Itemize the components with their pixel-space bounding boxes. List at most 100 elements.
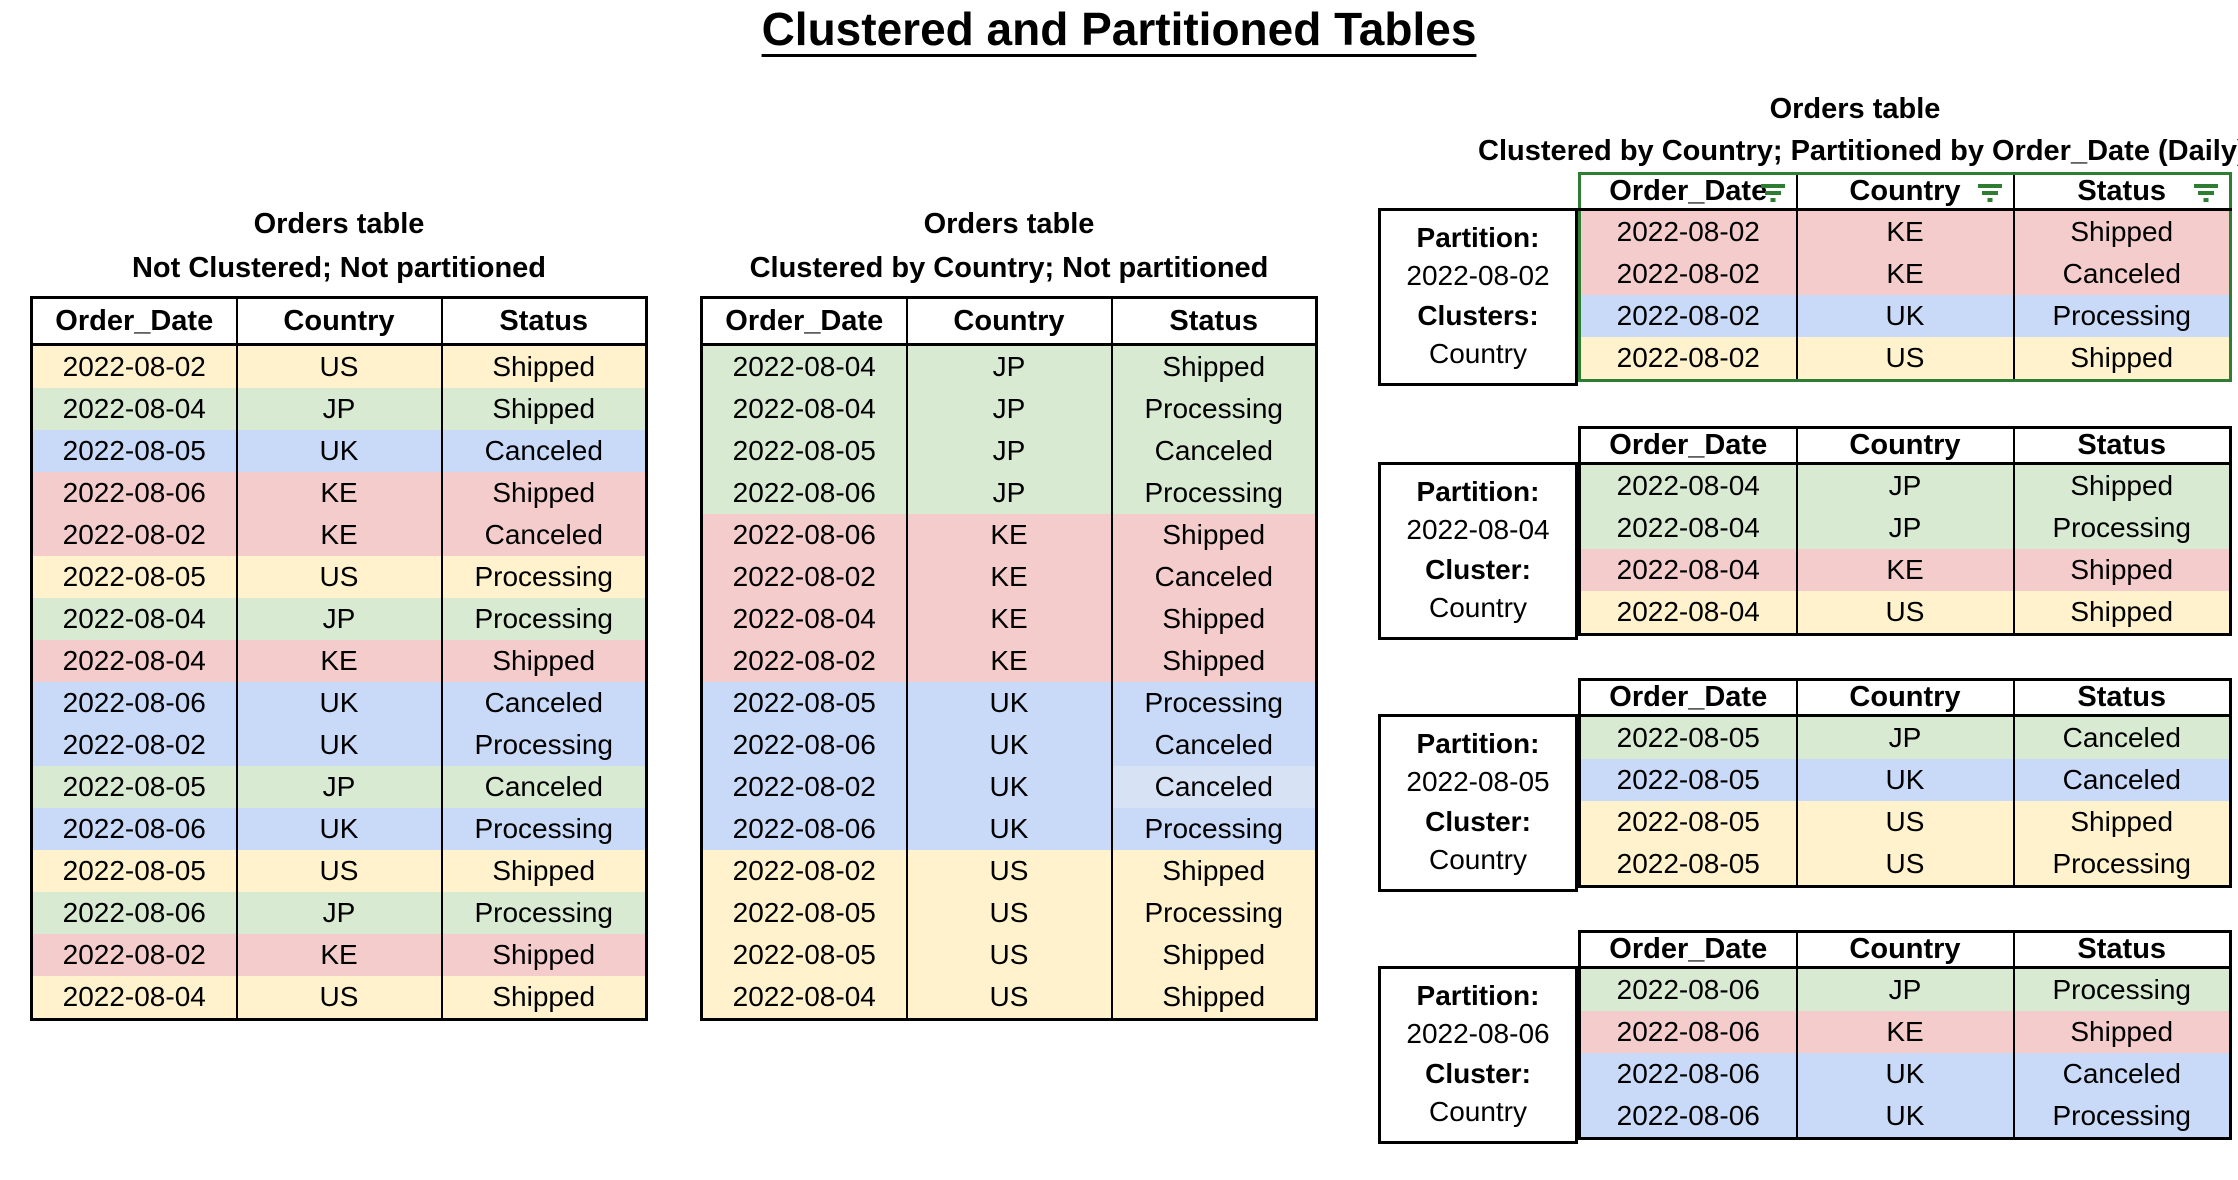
cell-country: UK: [235, 808, 442, 850]
cell-country: UK: [905, 766, 1112, 808]
cell-country: US: [235, 556, 442, 598]
right-group-heading: Orders table Clustered by Country; Parti…: [1478, 88, 2238, 172]
column-header-order-date: Order_Date: [1579, 931, 1797, 969]
cell-country: JP: [905, 472, 1112, 514]
partition-info-group: Partition: 2022-08-05: [1383, 725, 1573, 801]
cell-country: JP: [905, 388, 1112, 430]
table-row: 2022-08-05 US Shipped: [1579, 801, 2231, 843]
cell-order-date: 2022-08-06: [701, 724, 907, 766]
cell-country: UK: [905, 808, 1112, 850]
cell-status: Processing: [2012, 507, 2231, 549]
table-row: 2022-08-04 JP Processing: [1579, 507, 2231, 549]
cell-order-date: 2022-08-02: [31, 724, 237, 766]
header-row: Order_Date Country Status: [1579, 931, 2231, 969]
header-row: Order_Date Country Status: [701, 297, 1317, 346]
table-row: 2022-08-06 UK Canceled: [701, 724, 1317, 766]
cell-status: Shipped: [440, 850, 647, 892]
filter-icon: [2193, 181, 2219, 203]
cell-status: Shipped: [1110, 598, 1317, 640]
cell-status: Processing: [440, 892, 647, 934]
cell-order-date: 2022-08-02: [31, 344, 237, 388]
cell-status: Shipped: [440, 976, 647, 1020]
cell-status: Processing: [1110, 472, 1317, 514]
cell-order-date: 2022-08-05: [1579, 801, 1797, 843]
cell-country: KE: [1795, 253, 2014, 295]
cell-order-date: 2022-08-02: [1579, 295, 1797, 337]
table-row: 2022-08-02 UK Processing: [31, 724, 647, 766]
table-row: 2022-08-05 US Processing: [701, 892, 1317, 934]
partition-block-2022-08-05: Partition: 2022-08-05 Cluster: Country O…: [1378, 678, 2232, 892]
column-header-order-date: Order_Date: [1579, 427, 1797, 465]
cell-order-date: 2022-08-02: [701, 640, 907, 682]
column-header-country: Country: [905, 297, 1112, 346]
middle-table-subtitle: Clustered by Country; Not partitioned: [749, 252, 1269, 284]
cell-country: JP: [235, 598, 442, 640]
cell-status: Canceled: [440, 682, 647, 724]
cell-status: Shipped: [440, 472, 647, 514]
cell-order-date: 2022-08-05: [1579, 759, 1797, 801]
cluster-info-group: Cluster: Country: [1383, 551, 1573, 627]
orders-table-clustered: Order_Date Country Status 2022-08-04 JP Shipp…: [700, 296, 1318, 1021]
table-row: 2022-08-06 JP Processing: [701, 472, 1317, 514]
column-header-label: Country: [1849, 175, 1961, 207]
cell-order-date: 2022-08-02: [701, 766, 907, 808]
column-header-label: Order_Date: [1609, 933, 1768, 965]
table-row: 2022-08-04 JP Processing: [701, 388, 1317, 430]
cell-order-date: 2022-08-04: [31, 976, 237, 1020]
column-header-label: Status: [499, 304, 589, 337]
cell-order-date: 2022-08-04: [31, 640, 237, 682]
cell-status: Shipped: [1110, 514, 1317, 556]
cell-status: Processing: [2012, 843, 2231, 887]
column-header-order-date: Order_Date: [1579, 173, 1797, 211]
table-row: 2022-08-05 US Processing: [31, 556, 647, 598]
column-header-country: Country: [1795, 173, 2014, 211]
cluster-info-group: Cluster: Country: [1383, 803, 1573, 879]
partition-table-2022-08-06: Order_Date Country Status 2022-08-06 JP Proce…: [1578, 930, 2232, 1140]
cell-status: Processing: [440, 808, 647, 850]
column-header-status: Status: [2012, 931, 2231, 969]
column-header-status: Status: [440, 297, 647, 346]
table-row: 2022-08-05 US Shipped: [701, 934, 1317, 976]
partition-block-2022-08-02: Partition: 2022-08-02 Clusters: Country …: [1378, 172, 2232, 386]
cell-status: Shipped: [2012, 337, 2231, 381]
cell-country: KE: [1795, 549, 2014, 591]
partition-info-box: Partition: 2022-08-06 Cluster: Country: [1378, 966, 1578, 1144]
cell-country: US: [235, 976, 442, 1020]
cell-order-date: 2022-08-05: [31, 850, 237, 892]
cell-order-date: 2022-08-02: [31, 934, 237, 976]
cell-country: US: [1795, 337, 2014, 381]
cell-status: Processing: [1110, 682, 1317, 724]
left-table-subtitle: Not Clustered; Not partitioned: [131, 252, 547, 284]
cell-order-date: 2022-08-05: [31, 766, 237, 808]
cell-country: US: [905, 850, 1112, 892]
filter-icon: [1977, 181, 2003, 203]
cell-status: Shipped: [1110, 976, 1317, 1020]
cell-country: US: [1795, 843, 2014, 887]
orders-table-unclustered: Order_Date Country Status 2022-08-02 US Shipp…: [30, 296, 648, 1021]
right-group-title: Orders table: [1769, 93, 1941, 125]
table-row: 2022-08-04 JP Shipped: [31, 388, 647, 430]
filter-icon: [1760, 181, 1786, 203]
cell-order-date: 2022-08-02: [1579, 337, 1797, 381]
column-header-label: Order_Date: [55, 304, 214, 337]
cell-status: Shipped: [2012, 1011, 2231, 1053]
table-row: 2022-08-05 JP Canceled: [701, 430, 1317, 472]
cell-country: UK: [1795, 759, 2014, 801]
column-header-label: Status: [2077, 933, 2167, 965]
middle-table-title: Orders table: [923, 208, 1095, 240]
cell-status: Shipped: [1110, 640, 1317, 682]
cell-country: JP: [235, 892, 442, 934]
table-row: 2022-08-02 KE Canceled: [1579, 253, 2231, 295]
partition-label: Partition:: [1416, 476, 1540, 507]
cell-country: US: [235, 344, 442, 388]
table-row: 2022-08-04 KE Shipped: [31, 640, 647, 682]
cell-country: KE: [905, 598, 1112, 640]
column-header-country: Country: [1795, 931, 2014, 969]
header-row: Order_Date Country Status: [1579, 427, 2231, 465]
cell-country: KE: [1795, 209, 2014, 253]
table-row: 2022-08-06 UK Canceled: [31, 682, 647, 724]
page-title-text: Clustered and Partitioned Tables: [761, 3, 1477, 55]
column-header-order-date: Order_Date: [1579, 679, 1797, 717]
cell-status: Processing: [1110, 892, 1317, 934]
cell-order-date: 2022-08-04: [701, 344, 907, 388]
